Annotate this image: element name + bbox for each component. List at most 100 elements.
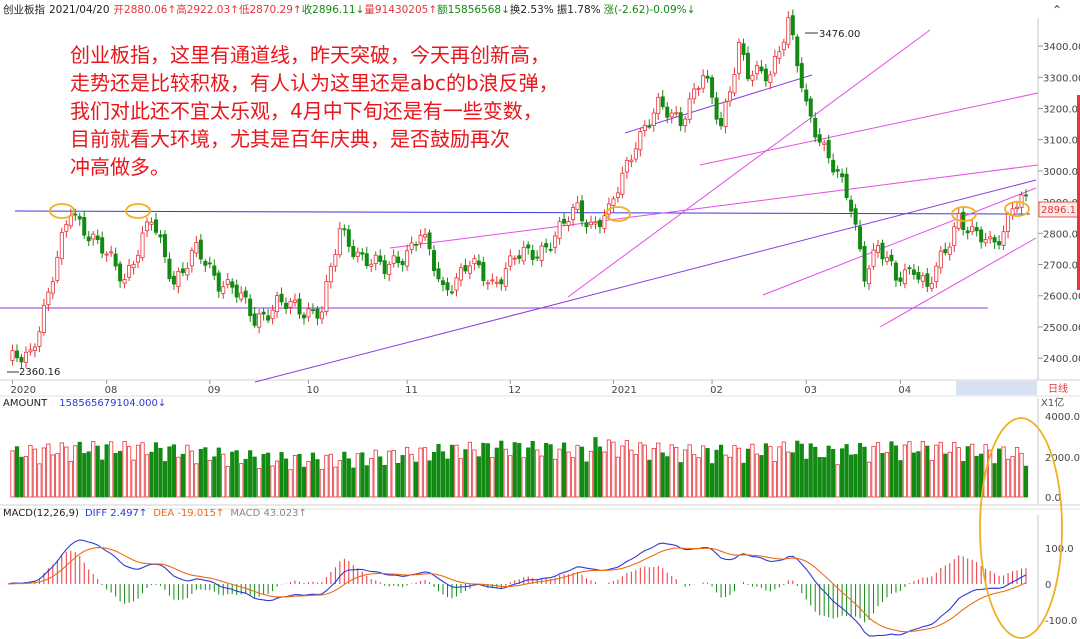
- candle-body: [82, 217, 87, 236]
- amount-bar: [476, 456, 481, 498]
- amount-bar: [840, 448, 845, 498]
- candle-body: [91, 233, 96, 240]
- amount-bar: [283, 458, 289, 498]
- candle-body: [279, 293, 284, 303]
- amount-bar: [593, 437, 598, 498]
- amount-bar: [988, 449, 993, 498]
- amount-bar: [306, 461, 311, 498]
- macd-lines: [7, 539, 1027, 637]
- candle-body: [109, 251, 114, 254]
- amount-bar: [387, 450, 392, 498]
- candle-body: [683, 118, 688, 127]
- candle-body: [364, 253, 369, 267]
- amount-bar: [862, 446, 867, 498]
- amount-bar: [709, 463, 715, 498]
- candle-body: [234, 284, 239, 298]
- candle-body: [28, 349, 33, 353]
- candle-body: [499, 279, 504, 285]
- amount-bar: [355, 453, 360, 498]
- amount-bar: [216, 447, 221, 498]
- period-label[interactable]: 日线: [1048, 382, 1068, 395]
- amount-bar: [212, 456, 217, 498]
- candle-body: [535, 256, 540, 259]
- candle-body: [391, 255, 396, 264]
- amount-bar: [221, 453, 226, 498]
- candle-body: [562, 218, 567, 224]
- amount-bar: [992, 463, 997, 498]
- candle-body: [817, 134, 822, 143]
- amount-bar: [956, 447, 961, 498]
- candle-body: [719, 118, 724, 127]
- amount-bar: [360, 452, 365, 498]
- amount-bar: [687, 444, 692, 498]
- amount-bar: [436, 444, 441, 498]
- candle-body: [198, 239, 203, 260]
- current-price-tag: 2896.11: [1038, 201, 1080, 218]
- candle-body: [301, 314, 306, 319]
- candle-body: [153, 219, 158, 233]
- price-tick-label: 3200.00: [1043, 105, 1080, 116]
- candle-body: [41, 305, 46, 333]
- svg-text:目前就看大环境，尤其是百年庆典，是否鼓励再次: 目前就看大环境，尤其是百年庆典，是否鼓励再次: [70, 127, 510, 151]
- candle-body: [248, 298, 253, 317]
- candle-body: [118, 263, 123, 282]
- amount-bar: [875, 442, 881, 498]
- candle-body: [893, 262, 898, 281]
- amount-bar: [149, 451, 154, 498]
- amount-bar: [597, 446, 603, 498]
- price-tick-label: 2400.00: [1043, 354, 1080, 365]
- candle-body: [786, 17, 791, 45]
- trend-line: [879, 237, 1037, 328]
- amount-bar: [544, 442, 549, 498]
- candle-body: [171, 275, 176, 285]
- amount-bar: [158, 447, 163, 498]
- candle-body: [822, 142, 827, 145]
- amount-bar: [458, 458, 464, 498]
- amount-bar: [934, 444, 939, 498]
- candle-body: [490, 279, 495, 282]
- candle-body: [920, 275, 925, 282]
- candle-body: [651, 112, 656, 126]
- amount-bar: [122, 441, 127, 498]
- candle-body: [243, 290, 248, 298]
- candle-body: [427, 232, 432, 250]
- candle-body: [288, 300, 293, 308]
- candle-body: [615, 192, 620, 198]
- candle-body: [1019, 194, 1024, 208]
- candle-body: [189, 250, 194, 267]
- candle-body: [346, 229, 351, 247]
- candle-body: [405, 250, 410, 267]
- macd-tick-label: -100.0: [1045, 616, 1077, 627]
- candle-body: [230, 281, 235, 288]
- candle-body: [696, 88, 701, 90]
- amount-bar: [799, 443, 804, 498]
- candle-body: [113, 253, 118, 267]
- candle-body: [983, 239, 988, 244]
- amount-bar: [822, 457, 827, 498]
- amount-bar: [656, 442, 661, 498]
- candle-body: [95, 235, 100, 240]
- candle-body: [445, 282, 450, 291]
- candle-body: [409, 242, 414, 250]
- amount-bar: [768, 446, 773, 498]
- trend-line: [567, 29, 931, 298]
- candle-body: [831, 159, 836, 173]
- candle-body: [947, 246, 952, 255]
- highlight-circles: [49, 201, 1063, 639]
- amount-bar: [548, 444, 553, 498]
- amount-bar: [763, 443, 768, 498]
- candle-body: [705, 75, 710, 79]
- amount-bar: [396, 463, 401, 498]
- amount-bar: [413, 461, 419, 498]
- candle-body: [1001, 231, 1006, 246]
- svg-text:我们对此还不宜太乐观，4月中下旬还是有一些变数，: 我们对此还不宜太乐观，4月中下旬还是有一些变数，: [70, 99, 543, 123]
- expand-icon[interactable]: ⌃: [1052, 3, 1062, 17]
- candle-body: [252, 313, 257, 326]
- candle-body: [1010, 208, 1015, 216]
- candle-body: [100, 237, 105, 254]
- amount-bar: [337, 460, 342, 498]
- amount-bar: [611, 441, 616, 498]
- candle-body: [360, 252, 365, 255]
- candle-body: [790, 15, 795, 36]
